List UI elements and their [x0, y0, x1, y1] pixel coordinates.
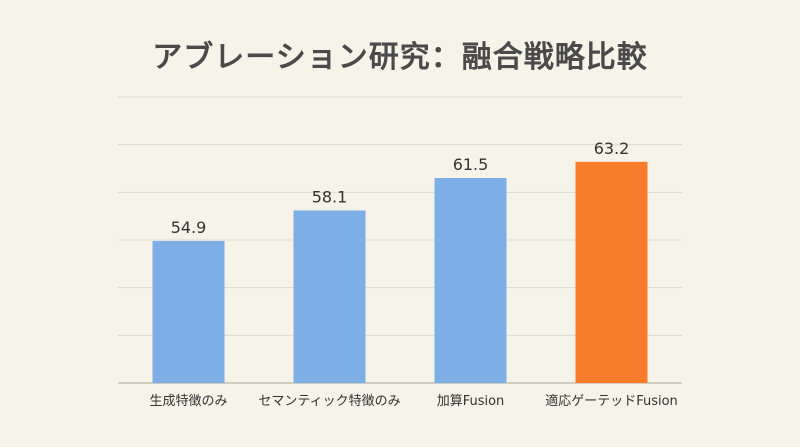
- value-label-0: 54.9: [171, 218, 207, 237]
- bar-2: [434, 178, 507, 383]
- value-label-1: 58.1: [312, 187, 348, 206]
- chart-title: アブレーション研究：融合戦略比較: [152, 40, 648, 75]
- bar-3: [575, 161, 648, 383]
- bar-0: [152, 240, 225, 383]
- x-tick-label-1: セマンティック特徴のみ: [258, 394, 400, 409]
- value-label-3: 63.2: [594, 139, 630, 158]
- x-tick-label-3: 適応ゲーテッドFusion: [545, 393, 678, 409]
- bar-1: [293, 210, 366, 383]
- value-label-2: 61.5: [453, 155, 489, 174]
- x-tick-label-0: 生成特徴のみ: [149, 394, 227, 409]
- x-tick-label-2: 加算Fusion: [437, 394, 505, 409]
